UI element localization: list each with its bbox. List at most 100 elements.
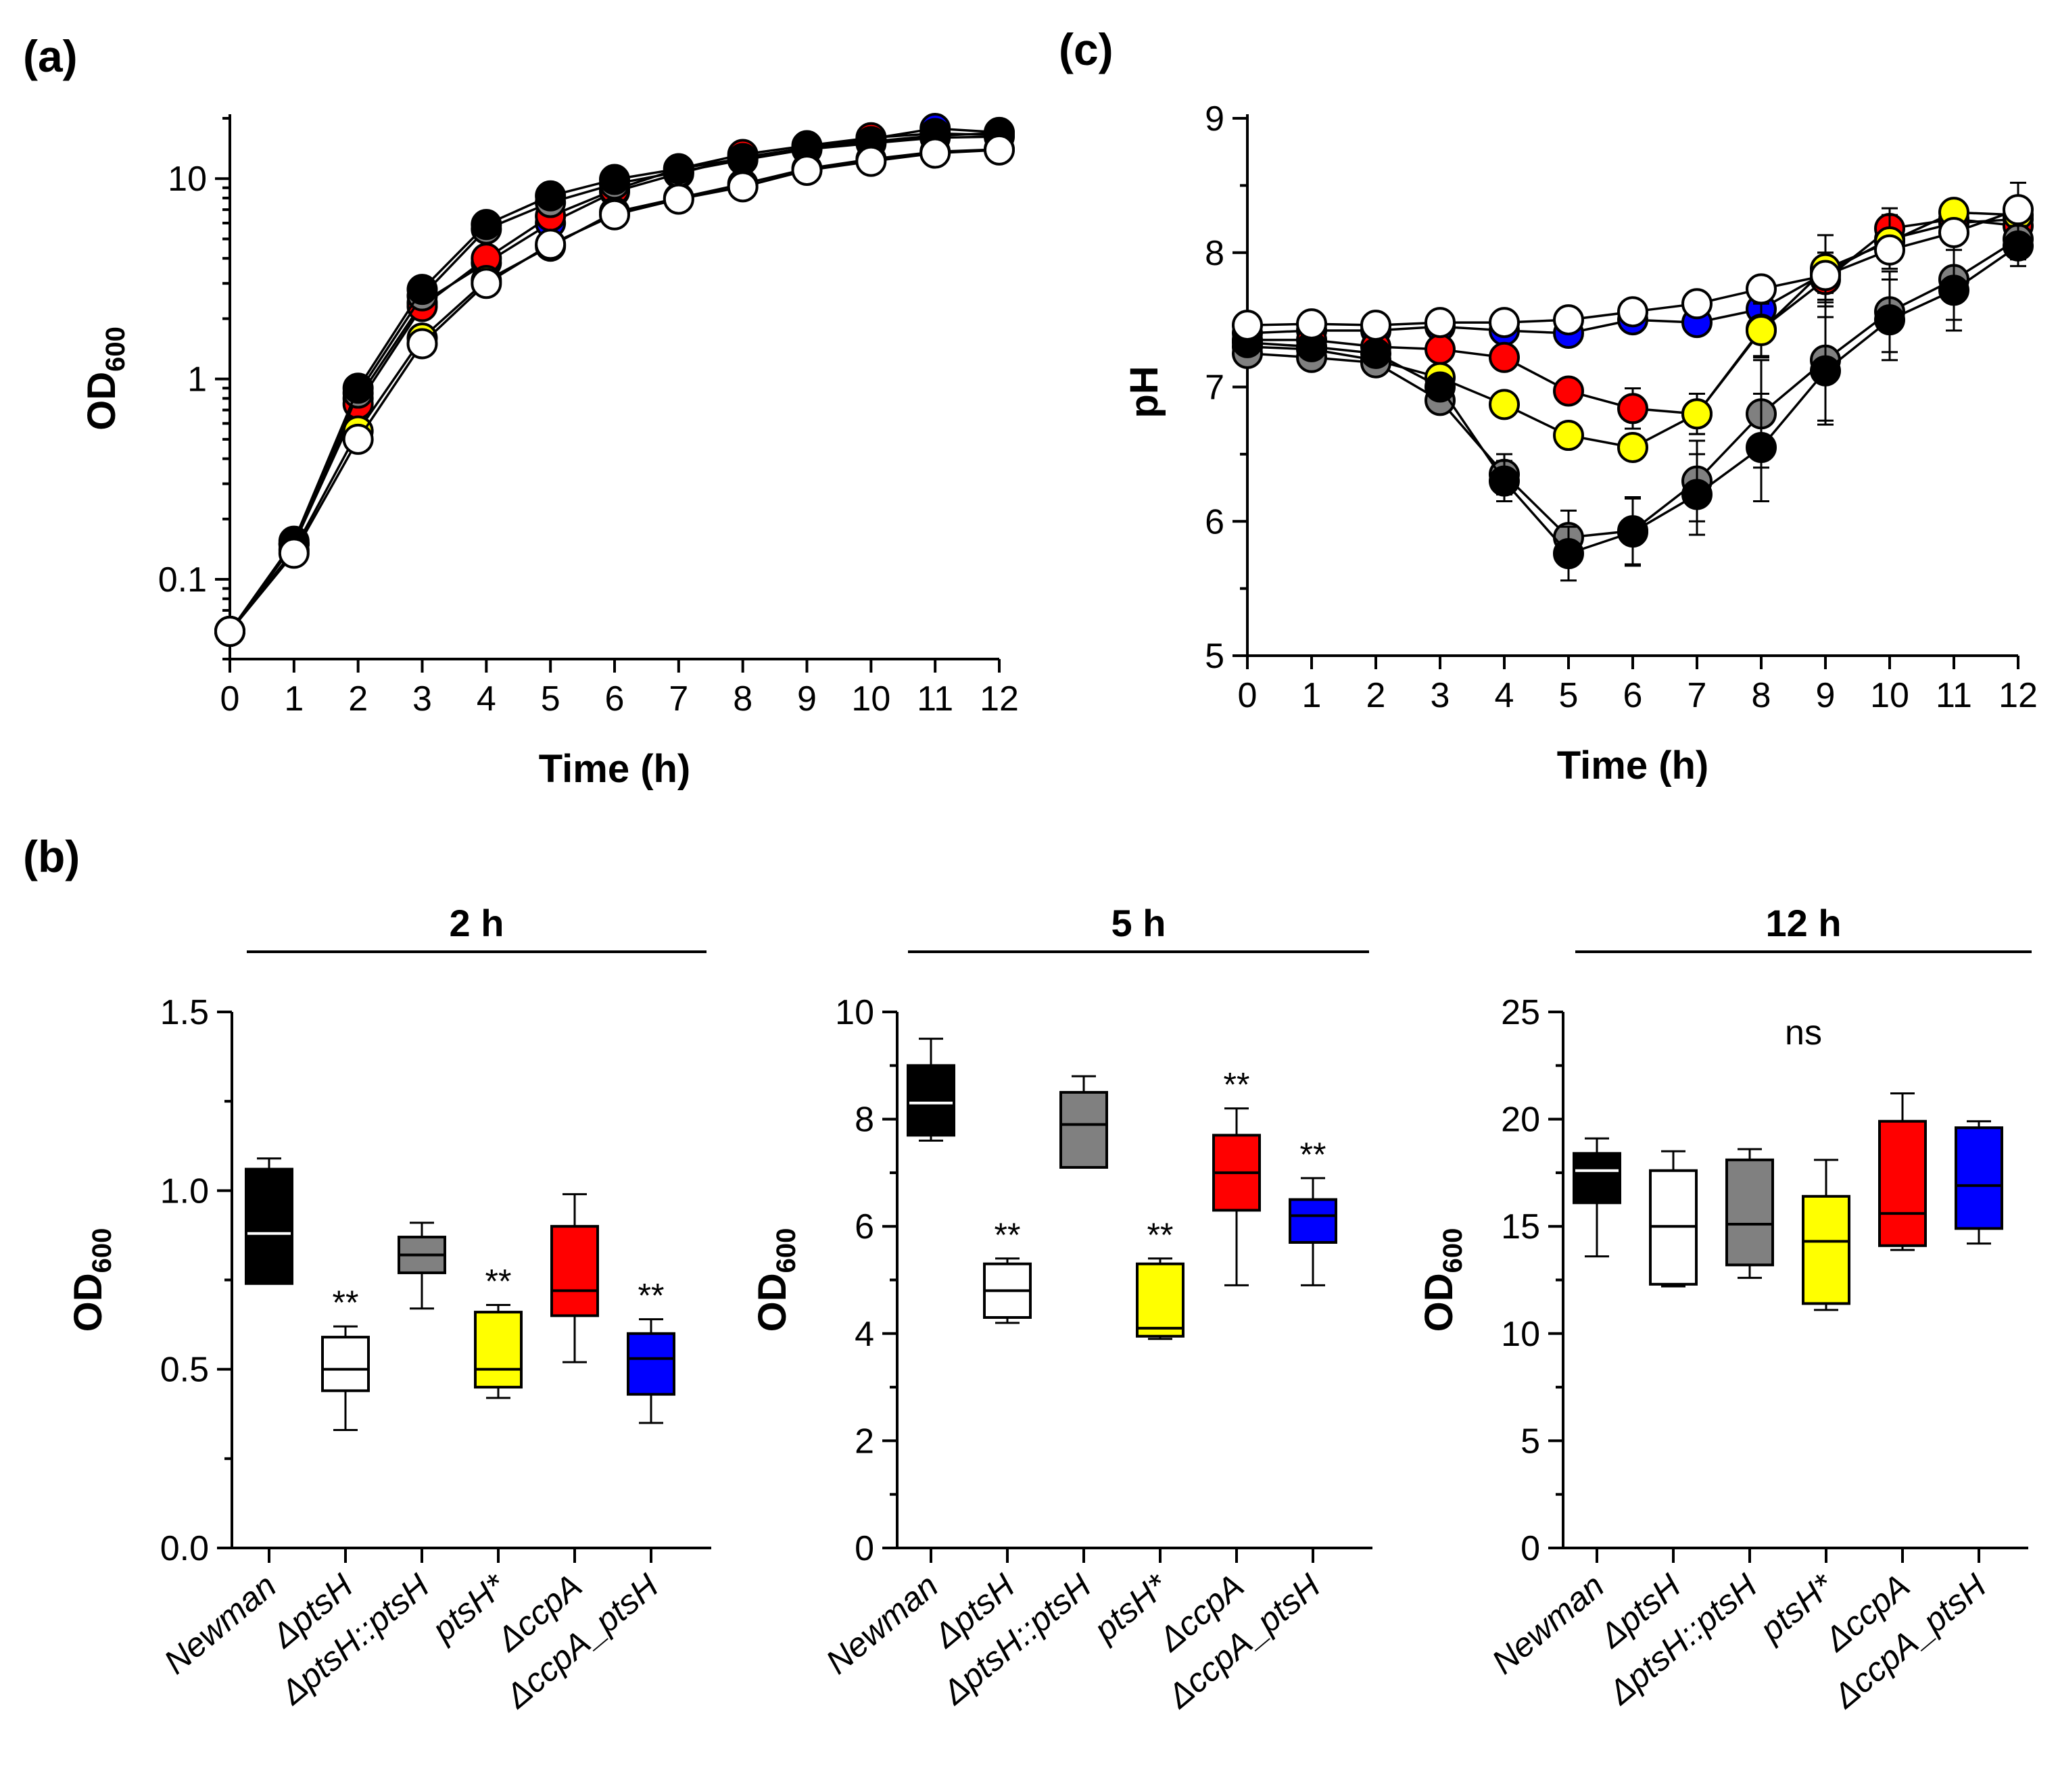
data-point	[1681, 398, 1713, 430]
box-ΔccpA_ptsH	[1289, 1198, 1337, 1244]
data-point	[1360, 310, 1391, 341]
data-point	[599, 164, 630, 195]
box-ΔptsH	[321, 1336, 370, 1393]
category-label: Newman	[819, 1567, 945, 1682]
x-tick-label: 1	[284, 679, 304, 719]
x-tick-label: 12	[980, 679, 1019, 719]
data-point	[1617, 516, 1648, 548]
y-tick-label: 6	[855, 1207, 874, 1246]
x-tick-label: 2	[1366, 676, 1386, 715]
box-ptsH*	[1136, 1262, 1184, 1338]
y-axis-title-subscript: 600	[87, 1228, 117, 1274]
box-ΔccpA_ptsH	[1955, 1126, 2003, 1230]
data-point	[1938, 216, 1969, 248]
group-title: 5 h	[1111, 902, 1166, 944]
data-point	[1874, 304, 1905, 336]
data-point	[727, 171, 759, 203]
x-axis-title: Time (h)	[1557, 744, 1709, 788]
data-point	[727, 143, 759, 174]
y-tick-label: 7	[1205, 368, 1224, 408]
data-point	[599, 199, 630, 231]
box-ΔccpA	[550, 1225, 599, 1317]
y-axis-title: OD600	[750, 1228, 801, 1332]
box-Newman	[907, 1064, 955, 1137]
chart-b-2h-boxplot: 2 h0.00.51.01.5OD600Newman**ΔptsHΔptsH::…	[66, 902, 711, 1716]
y-axis-title-main: OD	[1417, 1273, 1461, 1332]
significance-stars: **	[333, 1284, 359, 1322]
data-point	[406, 274, 438, 306]
y-tick-label: 0.5	[160, 1351, 209, 1390]
y-axis-title: OD600	[1417, 1228, 1468, 1332]
data-point	[214, 616, 245, 648]
data-point	[663, 153, 694, 185]
data-point	[1617, 431, 1648, 463]
y-axis-title-main: pH	[1122, 366, 1166, 418]
y-tick-label: 0.0	[160, 1529, 209, 1568]
group-title: 12 h	[1765, 902, 1841, 944]
x-tick-label: 7	[1688, 676, 1707, 715]
data-point	[1425, 333, 1456, 365]
data-point	[471, 268, 502, 299]
significance-label: ns	[1785, 1013, 1822, 1052]
series-ΔptsH	[214, 134, 1015, 648]
y-axis-title-main: OD	[80, 372, 124, 431]
y-tick-label: 8	[855, 1100, 874, 1140]
box-ptsH*	[1802, 1194, 1850, 1305]
data-point	[919, 137, 951, 169]
y-tick-label: 1	[187, 360, 207, 399]
chart-b-12h-boxplot: 12 hns0510152025OD600NewmanΔptsHΔptsH::p…	[1417, 902, 2032, 1716]
x-tick-label: 5	[1559, 676, 1579, 715]
significance-stars: **	[638, 1277, 665, 1315]
data-point	[1232, 310, 1263, 341]
y-axis-title-main: OD	[66, 1273, 110, 1332]
data-point	[1617, 393, 1648, 425]
y-axis-title: OD600	[66, 1228, 117, 1332]
data-point	[1360, 337, 1391, 369]
data-point	[855, 145, 887, 177]
box-Newman	[245, 1167, 293, 1285]
x-tick-label: 6	[605, 679, 625, 719]
y-tick-label: 10	[168, 160, 207, 199]
box-ΔptsH::ptsH	[1059, 1090, 1108, 1169]
category-label: Newman	[157, 1567, 283, 1682]
y-axis-title: OD600	[80, 326, 130, 431]
data-point	[1553, 375, 1584, 407]
x-tick-label: 6	[1623, 676, 1643, 715]
significance-stars: **	[485, 1263, 512, 1301]
box-ΔptsH::ptsH	[1725, 1158, 1774, 1267]
data-point	[471, 209, 502, 241]
data-point	[535, 228, 567, 260]
y-tick-label: 0	[855, 1529, 874, 1568]
box-ΔccpA_ptsH	[627, 1332, 675, 1396]
y-tick-label: 5	[1205, 637, 1224, 676]
x-tick-label: 12	[1999, 676, 2038, 715]
significance-stars: **	[995, 1216, 1021, 1254]
data-point	[1746, 315, 1777, 347]
x-tick-label: 3	[412, 679, 432, 719]
data-point	[1296, 308, 1327, 340]
y-tick-label: 1.0	[160, 1171, 209, 1211]
data-point	[1746, 273, 1777, 305]
x-tick-label: 4	[1495, 676, 1514, 715]
significance-stars: **	[1224, 1066, 1250, 1104]
category-label: Newman	[1485, 1567, 1611, 1682]
y-tick-label: 15	[1501, 1207, 1540, 1246]
x-tick-label: 0	[220, 679, 240, 719]
data-point	[1681, 479, 1713, 510]
x-axis-title: Time (h)	[539, 747, 691, 791]
data-point	[1938, 274, 1969, 306]
y-tick-label: 10	[1501, 1315, 1540, 1354]
y-axis-title-subscript: 600	[101, 326, 130, 372]
y-tick-label: 25	[1501, 993, 1540, 1032]
significance-stars: **	[1300, 1136, 1326, 1173]
data-point	[791, 154, 823, 186]
x-tick-label: 8	[733, 679, 752, 719]
x-tick-label: 11	[917, 679, 953, 719]
data-point	[1810, 355, 1841, 387]
panel-label-b: (b)	[23, 831, 80, 881]
x-tick-label: 9	[1816, 676, 1836, 715]
x-tick-label: 3	[1431, 676, 1450, 715]
